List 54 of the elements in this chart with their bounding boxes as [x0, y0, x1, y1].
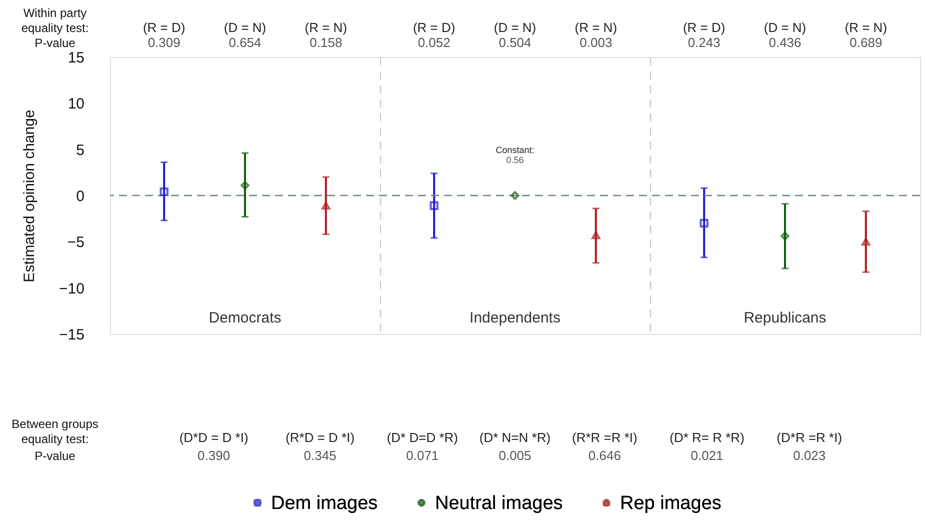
text: (D* N=N *R): [479, 430, 551, 445]
text: 0.689: [850, 35, 882, 50]
y-axis-title: Estimated opinion change: [21, 110, 38, 282]
text: equality test:: [21, 21, 89, 35]
text: (D = N): [494, 20, 536, 35]
text: (D* D=D *R): [386, 430, 458, 445]
x-tick-label: Republicans: [744, 310, 826, 326]
legend-label: Rep images: [620, 492, 722, 514]
text: 0.005: [498, 448, 532, 463]
text: P-value: [34, 36, 76, 50]
y-tick-label: 0: [76, 188, 84, 205]
text: 0.052: [418, 35, 450, 50]
text: 0.023: [793, 448, 826, 463]
x-tick-label: Independents: [470, 310, 560, 326]
y-tick-label: 5: [76, 142, 84, 159]
text: (R = D): [142, 20, 186, 35]
annotation: 0.56: [506, 155, 524, 165]
y-tick-label: 10: [68, 96, 84, 113]
y-tick-label: −15: [59, 326, 84, 344]
text: (D = N): [764, 20, 806, 35]
text: (R = N): [574, 20, 618, 35]
legend-label: Dem images: [271, 492, 378, 514]
text: Within party: [23, 6, 87, 20]
text: 0.654: [228, 35, 262, 50]
y-tick-label: 15: [68, 50, 84, 66]
text: 0.158: [310, 35, 342, 50]
text: 0.021: [690, 448, 724, 463]
text: (D*D = D *I): [179, 430, 248, 445]
text: (D = N): [224, 20, 266, 35]
text: (R = N): [304, 20, 348, 35]
text: (D* R= R *R): [670, 430, 744, 445]
text: 0.646: [588, 448, 621, 463]
text: P-value: [34, 449, 76, 463]
text: Between groups: [12, 417, 98, 431]
x-tick-label: Democrats: [208, 310, 282, 326]
text: (R = D): [682, 20, 726, 35]
legend-label: Neutral images: [435, 492, 563, 514]
text: 0.071: [406, 448, 439, 463]
text: 0.345: [304, 448, 336, 463]
text: (D*R =R *I): [776, 430, 842, 445]
annotation: Constant:: [496, 145, 534, 155]
text: (R = N): [844, 20, 888, 35]
text: 0.309: [148, 35, 180, 50]
text: 0.504: [498, 35, 532, 50]
text: (R*D = D *I): [286, 430, 355, 445]
text: 0.436: [768, 35, 802, 50]
y-tick-label: −10: [59, 280, 84, 298]
text: (R*R =R *I): [572, 430, 638, 445]
text: (R = D): [412, 20, 456, 35]
text: 0.390: [198, 448, 230, 463]
text: equality test:: [21, 432, 89, 446]
text: 0.003: [580, 35, 612, 50]
y-tick-label: −5: [67, 234, 84, 252]
text: 0.243: [688, 35, 720, 50]
